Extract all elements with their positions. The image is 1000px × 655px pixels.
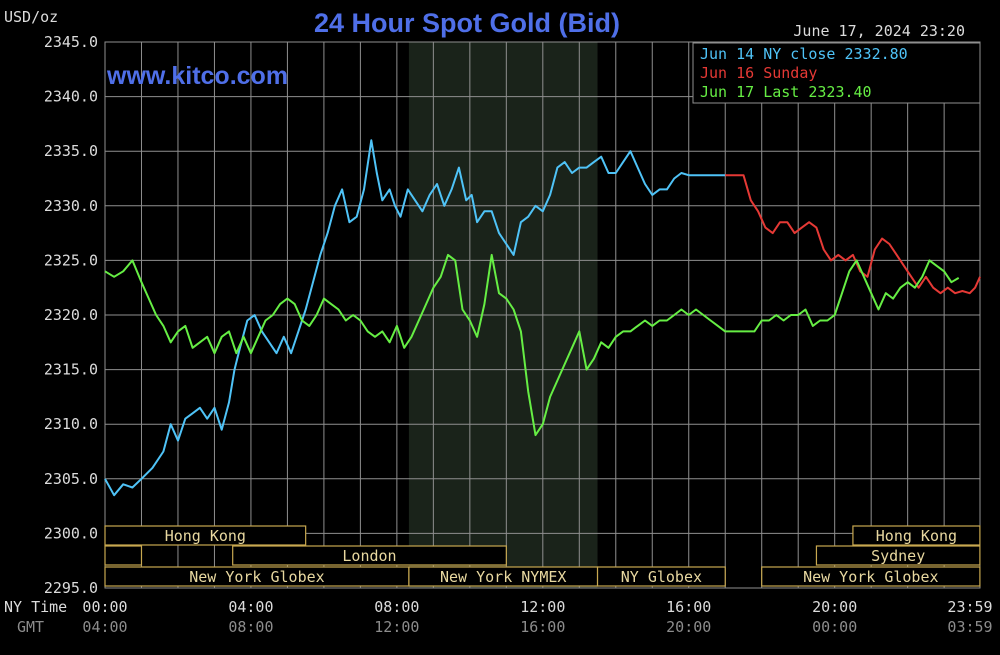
x-tick-label: 20:00 — [812, 598, 857, 616]
session-label: London — [342, 547, 396, 565]
plot-frame — [104, 41, 981, 589]
series-line-2 — [104, 253, 960, 437]
session-box — [104, 545, 143, 566]
session-label: New York Globex — [189, 568, 324, 586]
session-label: New York Globex — [803, 568, 938, 586]
x-tick-label: 04:00 — [228, 598, 273, 616]
legend-box — [692, 42, 981, 104]
session-box — [761, 566, 981, 587]
gmt-tick-label: 04:00 — [82, 618, 127, 636]
session-label: NY Globex — [621, 568, 702, 586]
session-box — [232, 545, 507, 566]
x-tick-label: 08:00 — [374, 598, 419, 616]
session-box — [815, 545, 981, 566]
legend-jun17: Jun 17 Last 2323.40 — [700, 83, 872, 101]
y-tick-label: 2325.0 — [44, 251, 98, 269]
chart-title: 24 Hour Spot Gold (Bid) — [314, 8, 620, 38]
x-tick-label: 00:00 — [82, 598, 127, 616]
y-tick-label: 2330.0 — [44, 197, 98, 215]
legend-jun14: Jun 14 NY close 2332.80 — [700, 45, 908, 63]
site-watermark: www.kitco.com — [106, 62, 288, 90]
ny-time-label: NY Time — [4, 598, 67, 616]
gmt-label: GMT — [17, 618, 44, 636]
unit-label: USD/oz — [4, 8, 58, 26]
gmt-tick-label: 20:00 — [666, 618, 711, 636]
gmt-tick-label: 16:00 — [520, 618, 565, 636]
session-label: New York NYMEX — [440, 568, 566, 586]
gmt-tick-label: 08:00 — [228, 618, 273, 636]
gmt-tick-label: 12:00 — [374, 618, 419, 636]
x-tick-label: 23:59 — [947, 598, 992, 616]
legend: Jun 14 NY close 2332.80 Jun 16 Sunday Ju… — [692, 42, 981, 104]
y-tick-label: 2340.0 — [44, 88, 98, 106]
session-box — [104, 525, 307, 546]
y-tick-label: 2315.0 — [44, 361, 98, 379]
timestamp-label: June 17, 2024 23:20 — [793, 22, 965, 40]
series-line-1 — [725, 174, 981, 295]
y-tick-label: 2295.0 — [44, 579, 98, 597]
series-line-0 — [104, 139, 726, 497]
x-tick-label: 16:00 — [666, 598, 711, 616]
legend-jun16: Jun 16 Sunday — [700, 64, 817, 82]
session-label: Hong Kong — [165, 527, 246, 545]
y-tick-label: 2345.0 — [44, 33, 98, 51]
session-box — [852, 525, 981, 546]
x-tick-label: 12:00 — [520, 598, 565, 616]
y-tick-label: 2300.0 — [44, 524, 98, 542]
session-label: Sydney — [871, 547, 925, 565]
gmt-tick-label: 00:00 — [812, 618, 857, 636]
y-tick-label: 2320.0 — [44, 306, 98, 324]
gmt-tick-label: 03:59 — [947, 618, 992, 636]
y-tick-label: 2335.0 — [44, 142, 98, 160]
y-tick-label: 2305.0 — [44, 470, 98, 488]
session-label: Hong Kong — [876, 527, 957, 545]
session-box — [596, 566, 726, 587]
y-tick-label: 2310.0 — [44, 415, 98, 433]
